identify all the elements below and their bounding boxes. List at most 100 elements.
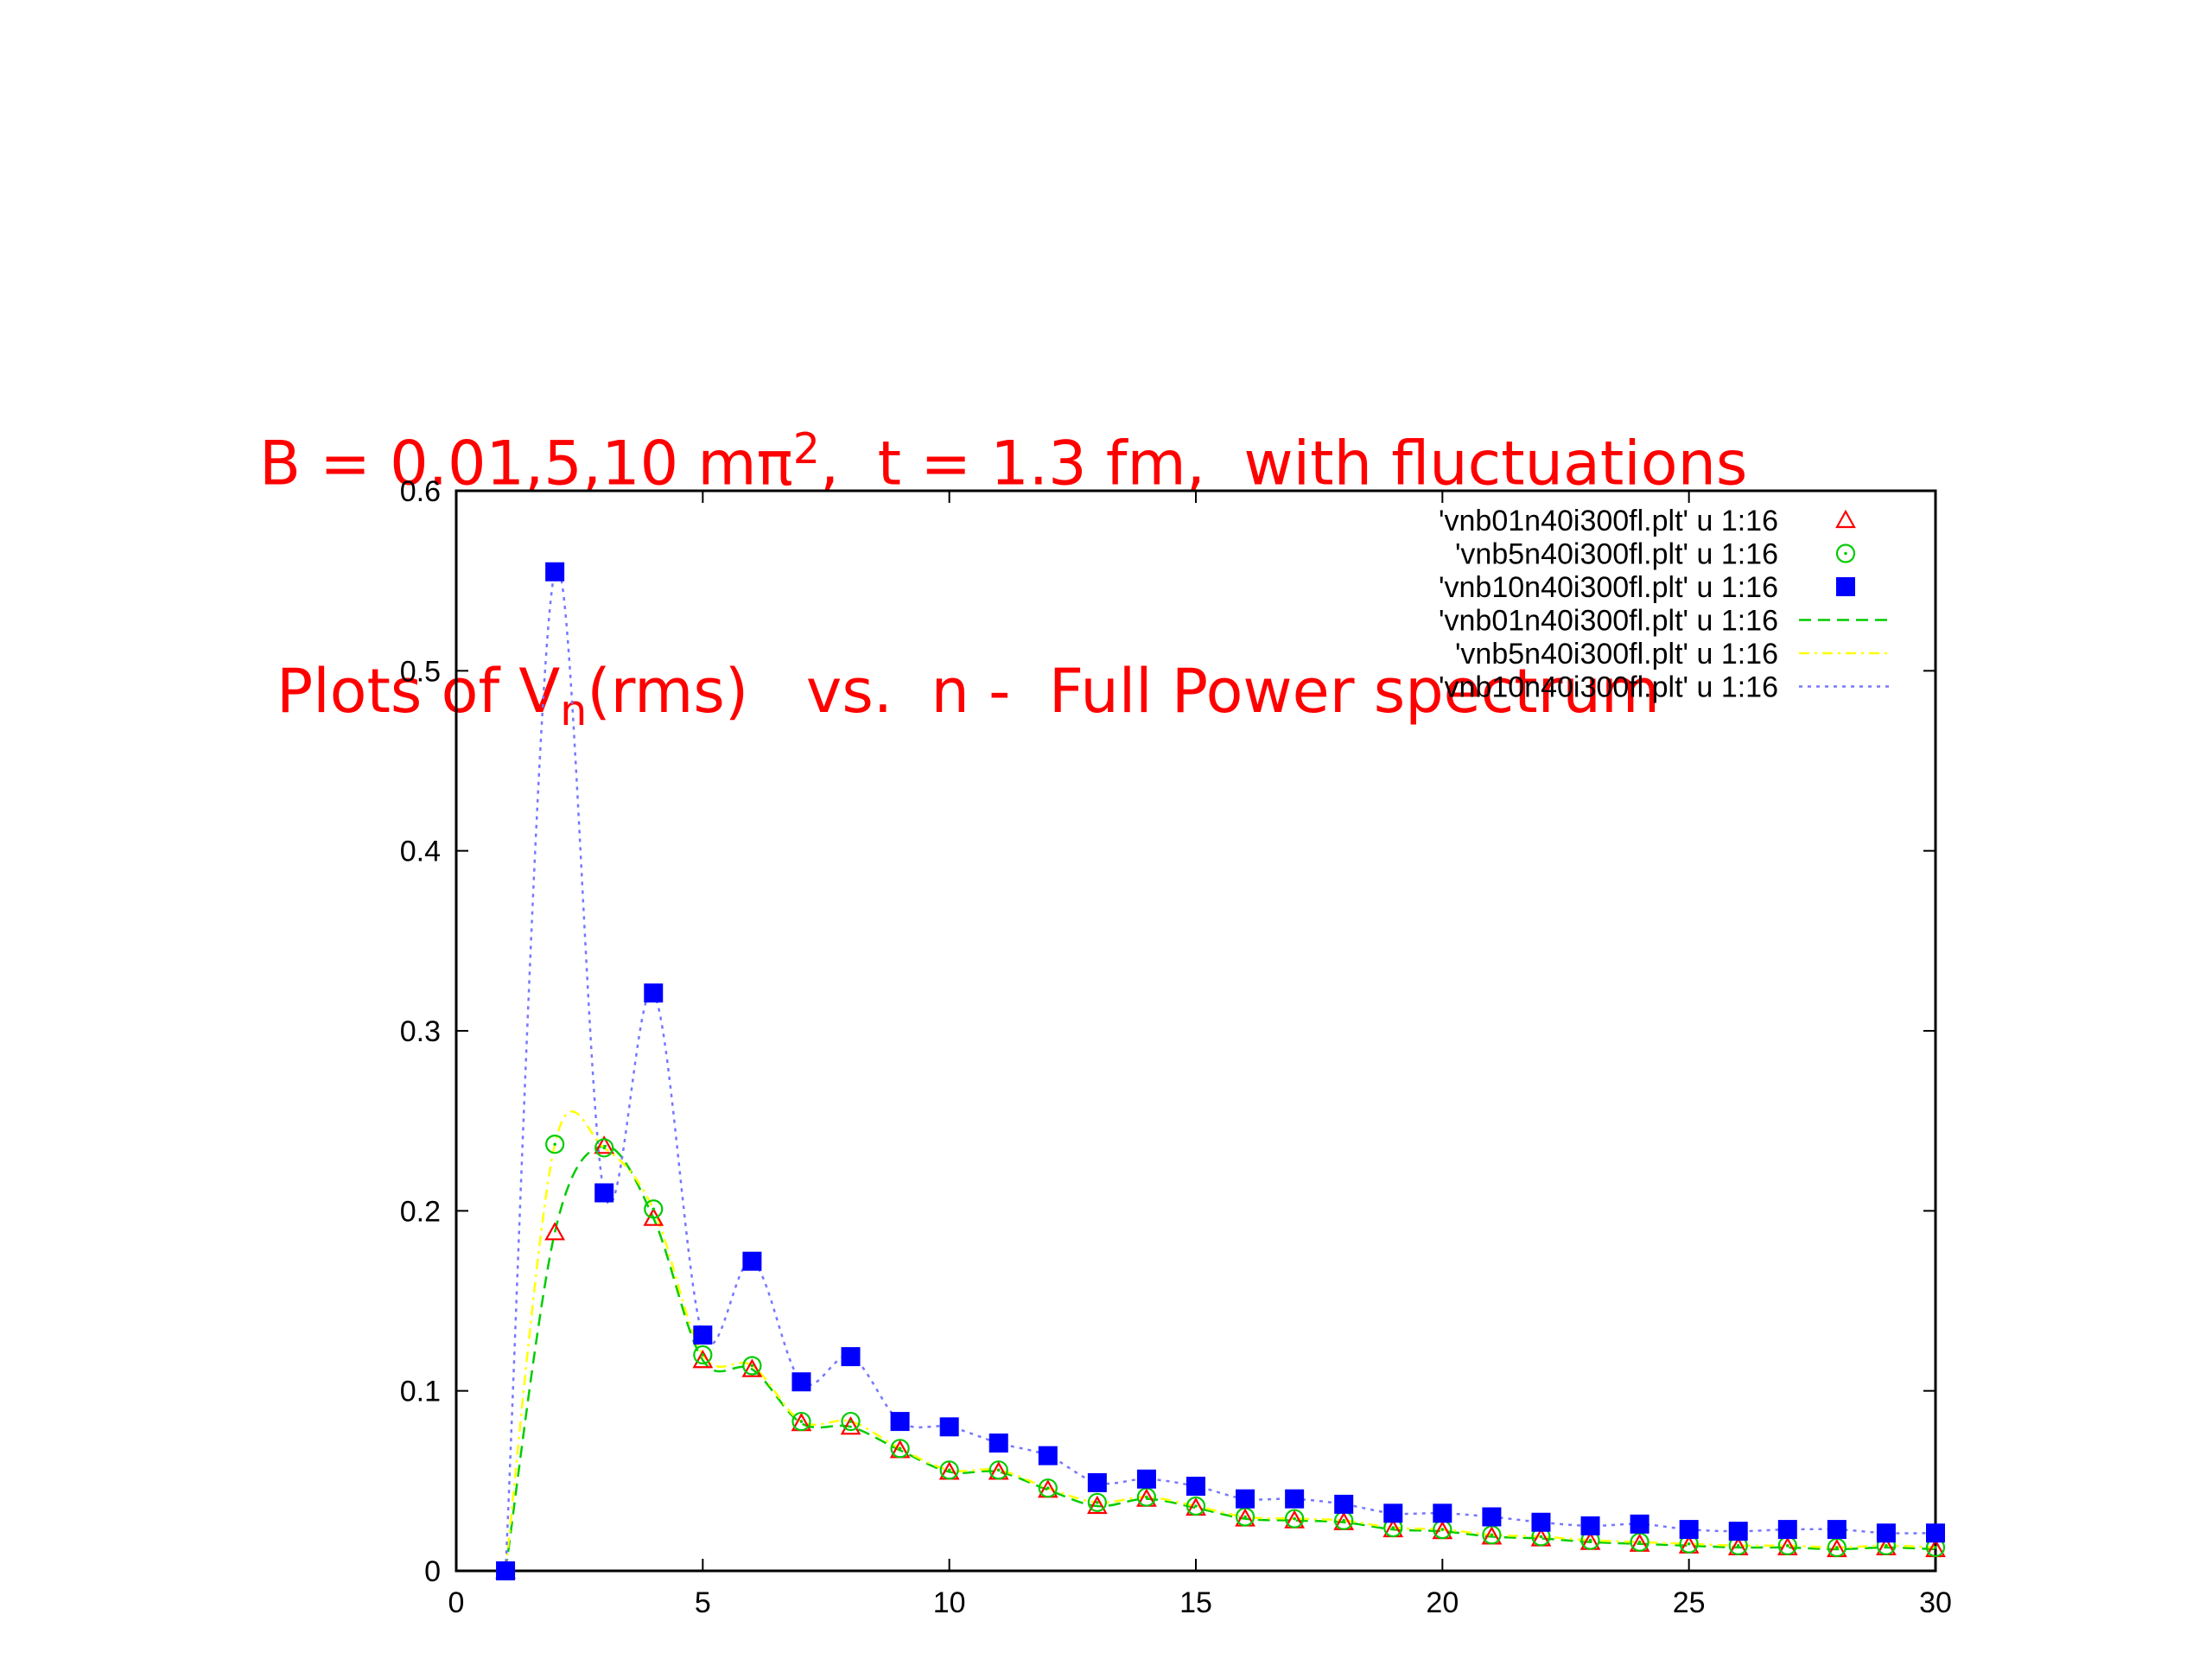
data-point-s0-5	[741, 1358, 763, 1377]
data-point-s1-25-center	[1736, 1544, 1740, 1548]
data-point-s2-26	[1777, 1520, 1797, 1540]
data-point-s1-20-center	[1490, 1533, 1494, 1537]
title-line-1-suffix: , t = 1.3 fm, with fluctuations	[819, 428, 1748, 499]
data-point-s2-16	[1285, 1489, 1305, 1509]
legend-label-5: 'vnb10n40i300fl.plt' u 1:16	[1439, 671, 1778, 704]
title-line-1-superscript: 2	[792, 424, 820, 474]
data-point-s2-27	[1827, 1520, 1847, 1540]
data-point-s2-10	[988, 1433, 1008, 1453]
data-point-s1-10-center	[996, 1468, 1001, 1472]
data-point-s2-29	[1926, 1523, 1945, 1543]
data-point-s2-14	[1186, 1477, 1205, 1497]
legend: 'vnb01n40i300fl.plt' u 1:16'vnb5n40i300f…	[1439, 505, 1892, 704]
data-point-s1-1-center	[553, 1142, 556, 1147]
data-point-s1-7	[841, 1411, 861, 1432]
y-tick-label: 0.2	[400, 1195, 441, 1228]
data-point-s2-23	[1630, 1514, 1649, 1534]
data-point-s2-11	[1038, 1446, 1058, 1465]
legend-marker-1-center	[1844, 551, 1847, 556]
data-point-s1-8	[890, 1439, 910, 1459]
data-point-s1-16-center	[1293, 1516, 1296, 1521]
data-point-s2-3	[644, 983, 664, 1003]
series-line-3	[504, 1145, 1936, 1572]
data-point-s1-14-center	[1194, 1504, 1198, 1508]
data-point-s1-2-center	[602, 1146, 606, 1150]
data-point-s1-11-center	[1046, 1486, 1050, 1490]
data-point-s1-9	[939, 1460, 959, 1480]
data-point-s1-2	[594, 1138, 614, 1158]
data-point-s1-1	[545, 1135, 565, 1154]
data-point-s1-12-center	[1096, 1501, 1099, 1504]
data-point-s1-24-center	[1687, 1541, 1691, 1546]
y-tick-label: 0	[424, 1555, 441, 1588]
data-point-s1-26-center	[1786, 1544, 1789, 1548]
data-point-s2-0	[496, 1561, 516, 1580]
data-point-s1-4	[693, 1344, 713, 1365]
data-point-s2-7	[841, 1347, 861, 1367]
data-point-s1-12	[1087, 1492, 1107, 1512]
data-point-s2-22	[1580, 1516, 1600, 1535]
data-point-s1-10	[988, 1460, 1008, 1480]
x-tick-label: 15	[1179, 1586, 1212, 1619]
title-line-1-prefix: B = 0.01,5,10 mπ	[259, 428, 793, 499]
data-point-s1-17-center	[1342, 1518, 1345, 1522]
data-point-s2-17	[1334, 1494, 1354, 1514]
y-tick-label: 0.6	[400, 475, 441, 508]
data-point-s1-29-center	[1934, 1546, 1937, 1549]
legend-label-3: 'vnb01n40i300fl.plt' u 1:16	[1439, 605, 1778, 638]
data-point-s1-5-center	[750, 1363, 754, 1368]
x-tick-label: 20	[1426, 1586, 1459, 1619]
data-point-s2-24	[1679, 1520, 1699, 1540]
data-point-s1-23-center	[1637, 1540, 1642, 1544]
data-point-s1-7-center	[849, 1420, 853, 1423]
data-point-s2-9	[939, 1417, 959, 1437]
data-point-s1-6	[791, 1411, 811, 1432]
x-tick-label: 30	[1919, 1586, 1952, 1619]
title-line-2-suffix: (rms) vs. n - Full Power spectrum	[587, 656, 1661, 728]
data-point-s1-8-center	[898, 1446, 902, 1451]
x-tick-label: 10	[933, 1586, 966, 1619]
data-point-s2-20	[1482, 1507, 1502, 1527]
series-line-5	[504, 566, 1936, 1572]
data-point-s1-6-center	[799, 1420, 804, 1423]
data-point-s1-15-center	[1243, 1515, 1247, 1519]
data-point-s2-12	[1087, 1472, 1107, 1492]
title-line-2: Plots of Vn(rms) vs. n - Full Power spec…	[259, 653, 1953, 749]
data-point-s2-19	[1433, 1503, 1452, 1523]
data-point-s0-12	[1086, 1495, 1108, 1515]
slide-title: B = 0.01,5,10 mπ2, t = 1.3 fm, with fluc…	[259, 259, 1953, 825]
title-line-2-prefix: Plots of V	[276, 656, 561, 728]
legend-label-1: 'vnb5n40i300fl.plt' u 1:16	[1455, 538, 1778, 571]
axes: 0 5 10 15 20 25 30 0 0.1 0.2 0.3 0.4 0.5 0.6	[400, 475, 1952, 1619]
y-tick-label: 0.5	[400, 655, 441, 688]
legend-marker-2	[1836, 577, 1855, 596]
data-point-s2-13	[1136, 1469, 1156, 1489]
data-point-s1-5	[742, 1356, 762, 1376]
data-point-s1-3	[644, 1199, 664, 1219]
x-tick-label: 0	[448, 1586, 465, 1619]
data-point-s1-4-center	[701, 1353, 705, 1357]
data-point-s2-1	[545, 562, 565, 582]
data-point-s2-6	[791, 1372, 811, 1392]
series-line-4	[504, 1110, 1936, 1572]
data-point-s0-2	[594, 1135, 615, 1154]
title-line-1: B = 0.01,5,10 mπ2, t = 1.3 fm, with fluc…	[259, 411, 1953, 501]
series-lines	[504, 566, 1936, 1572]
x-tick-label: 5	[695, 1586, 711, 1619]
legend-label-0: 'vnb01n40i300fl.plt' u 1:16	[1439, 505, 1778, 537]
legend-marker-1	[1835, 543, 1856, 563]
data-point-s1-18-center	[1391, 1526, 1395, 1529]
y-tick-label: 0.4	[400, 836, 441, 868]
data-point-s1-14	[1185, 1496, 1206, 1516]
series-points	[495, 562, 1946, 1581]
data-point-s1-19-center	[1440, 1528, 1445, 1531]
data-point-s1-11	[1038, 1478, 1058, 1498]
data-point-s0-7	[840, 1416, 861, 1435]
data-point-s2-8	[890, 1412, 910, 1432]
data-point-s2-18	[1383, 1503, 1403, 1523]
data-point-s1-22-center	[1588, 1538, 1592, 1542]
data-point-s2-5	[742, 1251, 762, 1271]
data-point-s2-21	[1531, 1512, 1551, 1532]
data-point-s1-21-center	[1539, 1535, 1543, 1539]
